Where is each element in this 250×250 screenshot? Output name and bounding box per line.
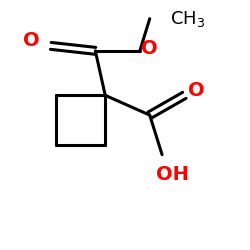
Text: O: O	[142, 39, 158, 58]
Text: CH$_3$: CH$_3$	[170, 9, 205, 29]
Text: O: O	[23, 32, 39, 50]
Text: OH: OH	[156, 165, 188, 184]
Text: O: O	[188, 81, 205, 100]
